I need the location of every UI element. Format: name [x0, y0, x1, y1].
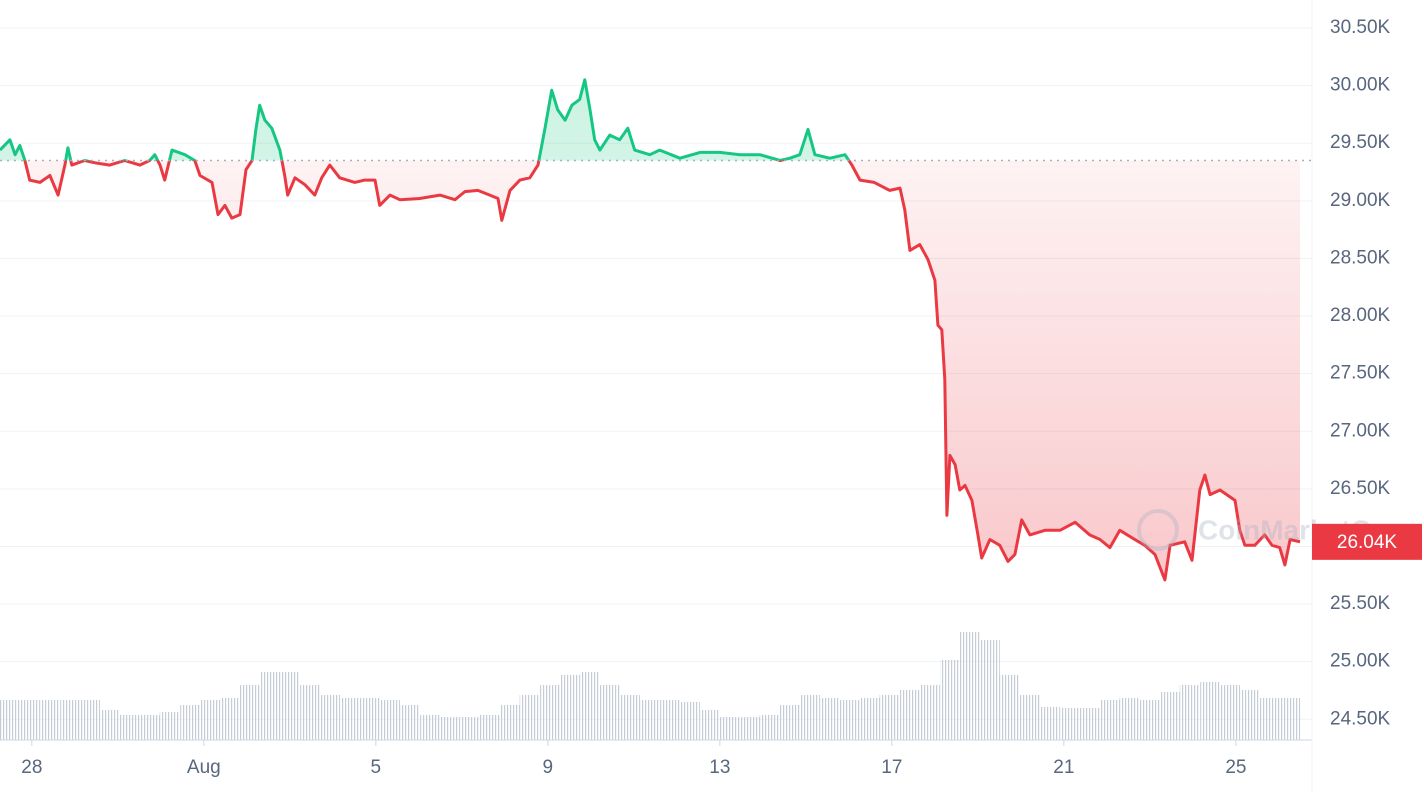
- volume-bar: [580, 672, 600, 740]
- volume-bar: [1179, 685, 1200, 740]
- volume-bar: [999, 675, 1020, 740]
- volume-bar: [799, 695, 820, 740]
- current-price-tag: 26.04K: [1312, 523, 1422, 560]
- volume-bar: [860, 698, 880, 740]
- volume-bar: [620, 695, 640, 740]
- volume-bar: [199, 700, 220, 740]
- x-tick-label: 9: [543, 757, 554, 778]
- y-tick-label: 30.00K: [1330, 75, 1391, 96]
- volume-bar: [500, 705, 520, 740]
- volume-bar: [1159, 692, 1180, 740]
- volume-bar: [439, 717, 460, 740]
- y-tick-label: 29.00K: [1330, 190, 1391, 211]
- volume-bar: [1020, 695, 1040, 740]
- y-tick-label: 29.50K: [1330, 132, 1391, 153]
- volume-bar: [900, 690, 920, 740]
- volume-bar: [60, 700, 80, 740]
- y-tick-label: 27.50K: [1330, 363, 1391, 384]
- volume-bar: [879, 695, 900, 740]
- volume-bar: [399, 705, 420, 740]
- volume-bar: [639, 700, 660, 740]
- volume-bar: [740, 717, 760, 740]
- volume-bar: [380, 700, 400, 740]
- volume-bar: [39, 700, 60, 740]
- volume-bar: [1200, 682, 1220, 740]
- y-tick-label: 26.50K: [1330, 478, 1391, 499]
- volume-bar: [719, 717, 740, 740]
- x-tick-label: 28: [21, 757, 42, 778]
- volume-bar: [780, 705, 800, 740]
- volume-bar: [700, 710, 720, 740]
- y-tick-label: 25.50K: [1330, 593, 1391, 614]
- x-tick-label: 21: [1053, 757, 1074, 778]
- volume-bar: [79, 700, 100, 740]
- volume-bar: [759, 715, 780, 740]
- volume-bar: [1139, 700, 1160, 740]
- x-tick-label: Aug: [187, 757, 221, 778]
- volume-bar: [559, 675, 580, 740]
- volume-bar: [1079, 708, 1100, 740]
- x-tick-label: 17: [881, 757, 902, 778]
- volume-bar: [1099, 700, 1120, 740]
- volume-bar: [959, 632, 980, 740]
- area-down: [0, 160, 1300, 580]
- volume-bar: [1060, 708, 1080, 740]
- current-price-box: [1312, 523, 1422, 560]
- volume-bar: [260, 672, 280, 740]
- volume-bar: [1259, 698, 1280, 740]
- price-line-down: [23, 160, 1301, 582]
- volume-bar: [239, 685, 260, 740]
- volume-bar: [519, 695, 540, 740]
- y-tick-label: 27.00K: [1330, 420, 1391, 441]
- volume-bar: [479, 715, 500, 740]
- volume-bar: [100, 710, 120, 740]
- volume-bar: [980, 640, 1000, 740]
- y-tick-label: 25.00K: [1330, 651, 1391, 672]
- volume-bar: [140, 715, 160, 740]
- axes: 24.50K25.00K25.50K26.00K26.50K27.00K27.5…: [0, 0, 1391, 792]
- y-tick-label: 28.50K: [1330, 247, 1391, 268]
- volume-bar: [820, 698, 840, 740]
- volume-bar: [340, 698, 360, 740]
- volume-bar: [540, 685, 560, 740]
- price-lines: [0, 78, 1301, 582]
- volume-bar: [599, 685, 620, 740]
- x-tick-label: 13: [709, 757, 730, 778]
- volume-bar: [180, 705, 200, 740]
- volume-bar: [919, 685, 940, 740]
- volume-bar: [119, 715, 140, 740]
- volume-bar: [679, 702, 700, 740]
- x-tick-label: 25: [1225, 757, 1246, 778]
- price-areas: [0, 79, 1300, 580]
- volume-bar: [319, 695, 340, 740]
- volume-bar: [279, 672, 300, 740]
- y-tick-label: 28.00K: [1330, 305, 1391, 326]
- volume-bar: [839, 700, 860, 740]
- volume-bar: [359, 698, 380, 740]
- volume-bar: [420, 715, 440, 740]
- volume-bar: [1240, 690, 1260, 740]
- volume-bar: [1119, 698, 1140, 740]
- volume-bar: [460, 717, 480, 740]
- volume-bar: [300, 685, 320, 740]
- volume-bar: [1039, 707, 1060, 740]
- volume-bar: [19, 700, 40, 740]
- volume-bar: [159, 712, 180, 740]
- x-tick-label: 5: [371, 757, 382, 778]
- volume-bar: [1279, 698, 1301, 740]
- y-tick-label: 30.50K: [1330, 17, 1391, 38]
- volume-bar: [940, 660, 960, 740]
- price-line-up: [0, 78, 851, 161]
- volume-bar: [1219, 685, 1240, 740]
- volume-bar: [220, 698, 240, 740]
- volume-bar: [0, 700, 20, 740]
- volume-bar: [660, 700, 680, 740]
- y-tick-label: 24.50K: [1330, 708, 1391, 729]
- volume-bars: [0, 632, 1301, 740]
- current-price-label: 26.04K: [1337, 532, 1398, 553]
- watermark-logo: [1137, 509, 1179, 551]
